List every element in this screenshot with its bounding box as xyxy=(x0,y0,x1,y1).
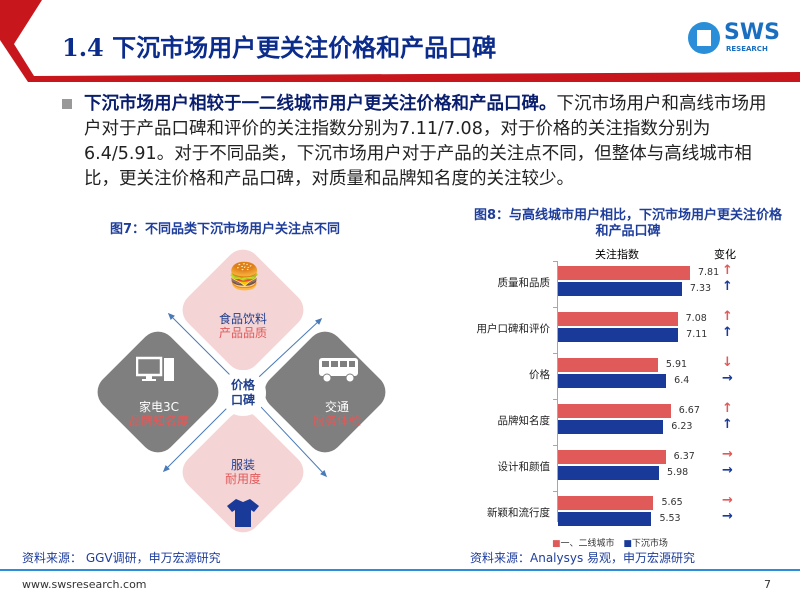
transport-label: 交通 xyxy=(324,400,349,414)
col-change-header: 变化 xyxy=(714,248,736,261)
electronics-label: 家电3C xyxy=(138,400,179,414)
category-label: 品牌知名度 xyxy=(497,415,551,427)
col-index-header: 关注指数 xyxy=(595,248,639,261)
change-arrow-icon: → xyxy=(722,447,733,462)
category-label: 价格 xyxy=(529,369,550,381)
axis-tick xyxy=(553,399,558,400)
bar-tier1 xyxy=(558,404,671,418)
bullet-icon xyxy=(62,99,72,109)
bus-icon xyxy=(319,358,358,383)
logo-text: SWS xyxy=(724,20,780,45)
transport-focus: 服务体验 xyxy=(312,414,361,428)
bar-lower-tier xyxy=(558,374,667,388)
center-circle xyxy=(220,370,266,416)
bar-lower-tier xyxy=(558,282,682,296)
logo-subtext: RESEARCH xyxy=(726,45,768,53)
bar-tier1 xyxy=(558,358,658,372)
bar-lower-tier xyxy=(558,512,652,526)
fig7-source: 资料来源： GGV调研，申万宏源研究 xyxy=(22,551,221,565)
fig8-source: 资料来源：Analysys 易观，申万宏源研究 xyxy=(470,551,696,565)
change-arrow-icon: ↑ xyxy=(722,325,733,340)
data-label: 5.53 xyxy=(659,513,681,524)
category-label: 用户口碑和评价 xyxy=(476,323,551,335)
clothing-focus: 耐用度 xyxy=(224,472,261,486)
axis-tick xyxy=(553,307,558,308)
y-axis xyxy=(557,262,558,522)
data-label: 6.67 xyxy=(678,405,700,416)
legend: ■一、二线城市 ■下沉市场 xyxy=(552,536,668,549)
burger-drink-icon: 🍔 xyxy=(228,262,261,292)
summary-bold: 下沉市场用户相较于一二线城市用户更关注价格和产品口碑。 xyxy=(84,94,557,114)
page-title: 1.4 下沉市场用户更关注价格和产品口碑 xyxy=(62,33,497,62)
change-arrow-icon: ↑ xyxy=(722,401,733,416)
bar-lower-tier xyxy=(558,328,679,342)
axis-tick xyxy=(553,491,558,492)
bar-tier1 xyxy=(558,496,654,510)
category-label: 新颖和流行度 xyxy=(487,507,550,519)
change-arrow-icon: → xyxy=(722,371,733,386)
electronics-focus: 品牌知名度 xyxy=(128,414,189,428)
category-label: 质量和品质 xyxy=(497,277,551,289)
tshirt-icon xyxy=(227,499,259,527)
data-label: 6.4 xyxy=(674,375,690,386)
bar-tier1 xyxy=(558,266,690,280)
change-arrow-icon: ↑ xyxy=(722,263,733,278)
clothing-label: 服装 xyxy=(230,458,255,472)
data-label: 6.37 xyxy=(673,451,695,462)
data-label: 7.11 xyxy=(686,329,708,340)
summary-rest: 下沉市场用户和高线市场用户对于产品口碑和评价的关注指数分别为7.11/7.08，… xyxy=(84,94,767,189)
legend-label-lower: 下沉市场 xyxy=(631,539,668,549)
legend-swatch-lower: ■ xyxy=(623,539,632,549)
bar-tier1 xyxy=(558,450,666,464)
bar-lower-tier xyxy=(558,466,660,480)
change-arrow-icon: ↑ xyxy=(722,417,733,432)
change-arrow-icon: ↓ xyxy=(722,355,733,370)
axis-tick xyxy=(553,353,558,354)
data-label: 6.23 xyxy=(671,421,693,432)
fig7-title: 图7：不同品类下沉市场用户关注点不同 xyxy=(109,222,341,237)
data-label: 7.08 xyxy=(685,313,707,324)
category-label: 设计和颜值 xyxy=(497,461,551,473)
header-banner xyxy=(0,0,800,82)
change-arrow-icon: ↑ xyxy=(722,279,733,294)
data-label: 5.98 xyxy=(667,467,689,478)
change-arrow-icon: ↑ xyxy=(722,309,733,324)
summary-text: 下沉市场用户相较于一二线城市用户更关注价格和产品口碑。下沉市场用户和高线市场用户… xyxy=(84,92,774,192)
axis-tick xyxy=(553,261,558,262)
bar-tier1 xyxy=(558,312,678,326)
legend-swatch-tier1: ■ xyxy=(552,539,561,549)
data-label: 5.91 xyxy=(665,359,688,370)
sws-logo-icon xyxy=(688,22,720,54)
fig8-title: 图8：与高线城市用户相比，下沉市场用户更关注价格和产品口碑 xyxy=(473,208,783,239)
page-number: 7 xyxy=(764,578,771,591)
center-label: 价格 口碑 xyxy=(188,378,298,408)
food-label: 食品饮料 xyxy=(218,312,267,326)
center-label-2: 口碑 xyxy=(230,393,255,407)
computer-icon xyxy=(136,356,174,381)
change-arrow-icon: → xyxy=(722,493,733,508)
data-label: 5.65 xyxy=(661,497,683,508)
center-label-1: 价格 xyxy=(230,378,255,392)
food-focus: 产品品质 xyxy=(218,326,267,340)
bar-lower-tier xyxy=(558,420,664,434)
change-arrow-icon: → xyxy=(722,509,733,524)
data-label: 7.81 xyxy=(697,267,720,278)
footer-divider xyxy=(0,569,800,571)
data-label: 7.33 xyxy=(689,283,712,294)
axis-tick xyxy=(553,445,558,446)
footer-url[interactable]: www.swsresearch.com xyxy=(22,578,147,591)
legend-label-tier1: 一、二线城市 xyxy=(560,539,615,549)
change-arrow-icon: → xyxy=(722,463,733,478)
